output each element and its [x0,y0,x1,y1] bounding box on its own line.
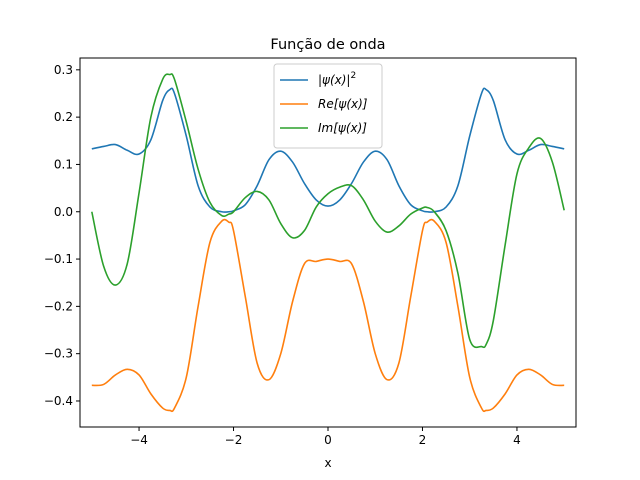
series-line-1 [91,218,565,413]
y-tick-label: 0.2 [54,110,73,124]
y-tick-label: −0.1 [44,252,73,266]
x-axis-label: x [324,456,331,470]
x-tick-label: 4 [513,433,521,447]
y-tick-label: −0.3 [44,347,73,361]
legend-box [273,63,383,149]
x-axis: −4 −2 0 2 4 [130,427,521,447]
legend-entries: |ψ(x)|2 Re[ψ(x)] Im[ψ(x)] [280,71,368,135]
legend-label-0: |ψ(x)|2 [318,71,356,87]
x-tick-label: 2 [419,433,427,447]
y-tick-label: −0.4 [44,394,73,408]
legend: |ψ(x)|2 Re[ψ(x)] Im[ψ(x)] [273,63,383,149]
legend-label-1: Re[ψ(x)] [318,97,368,111]
x-tick-label: −4 [130,433,148,447]
y-tick-label: −0.2 [44,299,73,313]
series-layer [91,73,565,413]
series-line-2 [91,73,565,349]
y-tick-label: 0.1 [54,157,73,171]
series-line-0 [91,87,565,213]
y-tick-label: 0.3 [54,63,73,77]
chart-title: Função de onda [270,37,385,53]
x-tick-label: 0 [324,433,332,447]
y-axis: −0.4 −0.3 −0.2 −0.1 0.0 0.1 0.2 0.3 [44,63,80,408]
legend-label-2: Im[ψ(x)] [318,121,367,135]
x-tick-label: −2 [225,433,243,447]
y-tick-label: 0.0 [54,205,73,219]
